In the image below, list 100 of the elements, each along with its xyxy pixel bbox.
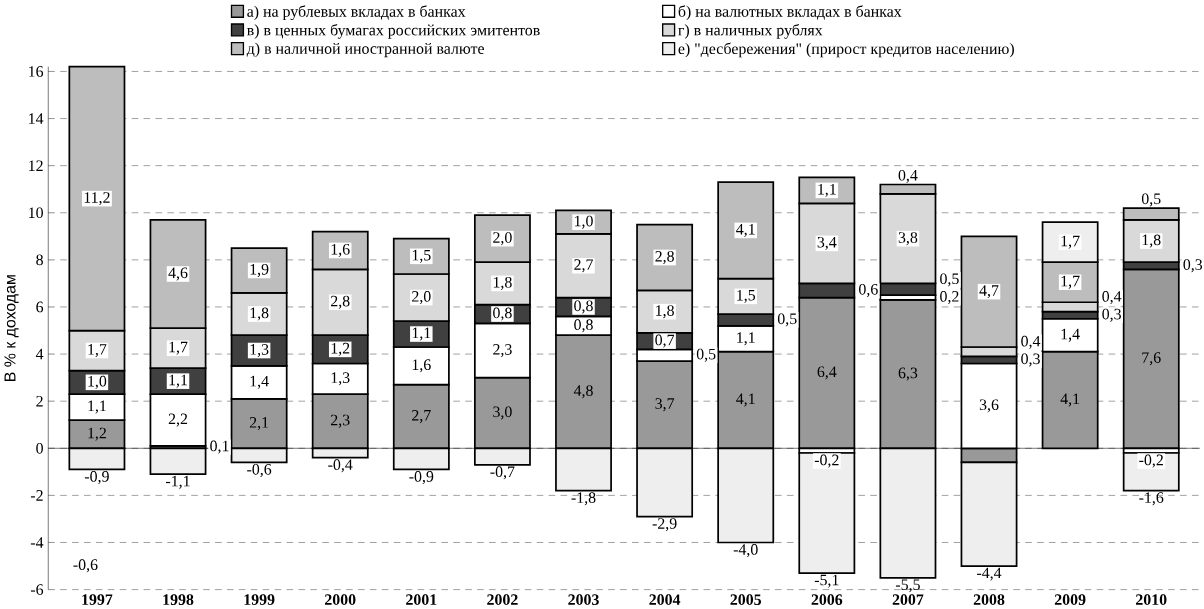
data-label: 1,8 [493, 276, 512, 290]
data-label: -0,7 [490, 466, 515, 480]
data-label: 0,3 [1102, 308, 1121, 322]
data-label: 1,4 [250, 375, 269, 389]
legend-label: г) в наличных рублях [678, 23, 823, 39]
data-label: -0,9 [84, 470, 109, 484]
data-label: 1,5 [412, 249, 431, 263]
data-label: 4,8 [573, 385, 593, 399]
y-tick-label: 6 [36, 301, 44, 313]
x-tick-label: 2008 [973, 594, 1005, 605]
data-label: 3,0 [493, 406, 512, 420]
data-label: 0,5 [696, 348, 716, 362]
legend-label: д) в наличной иностранной валюте [246, 42, 484, 57]
data-label: 1,0 [574, 215, 593, 229]
data-label: 1,5 [737, 289, 756, 303]
data-label: -5,5 [895, 579, 920, 593]
data-label: 0,5 [777, 313, 797, 327]
data-label: 1,1 [412, 327, 431, 341]
data-label: 1,4 [1061, 328, 1080, 342]
legend-label: в) в ценных бумагах российских эмитентов [247, 23, 540, 39]
data-label: -4,4 [977, 567, 1002, 581]
data-label: 1,7 [1061, 275, 1080, 289]
y-tick-label: -2 [30, 489, 43, 501]
x-tick-label: 1997 [82, 594, 113, 605]
data-label: 1,1 [169, 374, 187, 388]
data-label: 4,1 [736, 223, 755, 237]
data-label: -5,1 [814, 574, 839, 588]
data-label: 0,4 [1102, 290, 1122, 304]
data-label: 1,7 [1061, 235, 1080, 249]
x-tick-label: 2007 [892, 594, 924, 605]
data-label: 1,1 [818, 183, 836, 197]
y-tick-label: -6 [30, 584, 44, 595]
data-label: 3,8 [898, 231, 918, 245]
data-label: 2,8 [655, 250, 674, 264]
y-tick-label: 4 [35, 348, 44, 360]
legend-label: е) "десбережения" (прирост кредитов населению) [678, 42, 1014, 58]
data-label: 0,7 [655, 334, 675, 348]
data-label: -1,1 [166, 475, 190, 489]
data-label: 1,3 [250, 343, 269, 357]
data-label: 0,8 [574, 319, 593, 333]
y-tick-label: 14 [29, 113, 44, 124]
y-tick-label: 12 [29, 160, 43, 171]
data-label: 6,3 [898, 367, 918, 381]
y-tick-label: 2 [36, 395, 43, 407]
data-label: 3,4 [817, 236, 837, 250]
data-label: -0,4 [328, 459, 353, 473]
data-label: -1,8 [571, 492, 596, 506]
data-label: 0,8 [493, 307, 512, 321]
data-label: 4,1 [1060, 393, 1080, 407]
x-tick-label: 2000 [325, 594, 356, 605]
x-tick-label: 2003 [568, 594, 599, 605]
y-tick-label: 0 [36, 442, 43, 454]
x-tick-label: 2005 [730, 594, 762, 605]
data-label: -0,6 [247, 463, 272, 477]
data-label: 3,6 [979, 399, 999, 413]
data-label: 1,9 [250, 263, 269, 277]
data-label: 2,8 [331, 295, 350, 309]
y-tick-label: 8 [36, 254, 43, 266]
x-tick-label: 2009 [1054, 594, 1086, 605]
data-label: 1,8 [250, 307, 269, 321]
y-tick-label: 16 [29, 65, 44, 77]
x-tick-label: 2010 [1136, 594, 1167, 605]
data-label: 2,2 [168, 413, 188, 427]
data-label: 3,7 [655, 398, 675, 411]
data-label: 0,4 [1021, 335, 1041, 349]
x-tick-label: 2001 [406, 594, 437, 605]
data-label: 0,1 [210, 440, 229, 454]
x-tick-label: 2006 [811, 594, 843, 605]
data-label: -4,0 [733, 543, 758, 557]
data-label: 1,2 [331, 342, 350, 356]
data-label: 0,6 [859, 283, 878, 297]
data-label: 0,5 [1141, 193, 1161, 207]
x-tick-label: 2004 [649, 594, 681, 605]
data-label: -0,2 [814, 454, 839, 468]
data-label: 4,6 [168, 267, 188, 281]
data-label: 1,3 [331, 372, 350, 386]
data-label: 0,5 [940, 273, 959, 287]
data-label: 1,1 [737, 332, 755, 346]
data-label: 6,4 [817, 366, 837, 380]
data-label: 1,6 [412, 359, 431, 373]
data-label: 2,1 [249, 416, 269, 430]
data-label: -0,2 [1139, 454, 1163, 468]
data-label: 11,2 [84, 191, 110, 205]
legend-label: а) на рублевых вкладах в банках [247, 5, 466, 20]
data-label: -0,9 [409, 470, 434, 484]
data-label: 0,4 [898, 169, 918, 183]
data-label: 2,0 [412, 290, 431, 304]
data-label: 2,7 [412, 409, 431, 423]
data-label: 1,1 [88, 400, 106, 414]
data-label: 0,8 [574, 300, 593, 314]
data-label: 0,2 [940, 290, 959, 304]
data-label: 0,3 [1021, 353, 1040, 367]
data-label: 1,8 [656, 304, 674, 318]
y-tick-label: 10 [29, 207, 43, 218]
data-label: 1,7 [88, 343, 107, 357]
annotation: -0,6 [73, 559, 98, 573]
data-label: 7,6 [1142, 352, 1161, 366]
data-label: -1,6 [1139, 492, 1164, 506]
legend-label: б) на валютных вкладах в банках [678, 5, 902, 20]
data-label: 0,3 [1183, 259, 1203, 273]
